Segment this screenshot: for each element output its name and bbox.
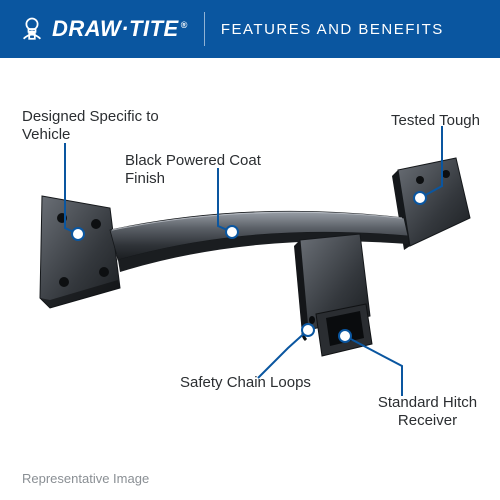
logo-text: DRAW·TITE® — [52, 16, 188, 42]
marker-receiver — [338, 329, 352, 343]
marker-chain — [301, 323, 315, 337]
footer-note: Representative Image — [22, 471, 149, 486]
callout-receiver: Standard Hitch Receiver — [355, 394, 500, 430]
marker-tough — [413, 191, 427, 205]
header-bar: DRAW·TITE® FEATURES AND BENEFITS — [0, 0, 500, 58]
callout-tough: Tested Tough — [360, 112, 480, 130]
header-subtitle: FEATURES AND BENEFITS — [221, 21, 444, 38]
diagram-canvas: Designed Specific to Vehicle Black Powere… — [0, 58, 500, 500]
marker-designed — [71, 227, 85, 241]
callout-finish: Black Powered Coat Finish — [125, 152, 275, 188]
callout-designed: Designed Specific to Vehicle — [22, 108, 172, 144]
callout-chain: Safety Chain Loops — [180, 374, 311, 392]
header-divider — [204, 12, 205, 46]
brand-logo: DRAW·TITE® — [18, 15, 188, 43]
hitch-ball-icon — [18, 15, 46, 43]
marker-finish — [225, 225, 239, 239]
